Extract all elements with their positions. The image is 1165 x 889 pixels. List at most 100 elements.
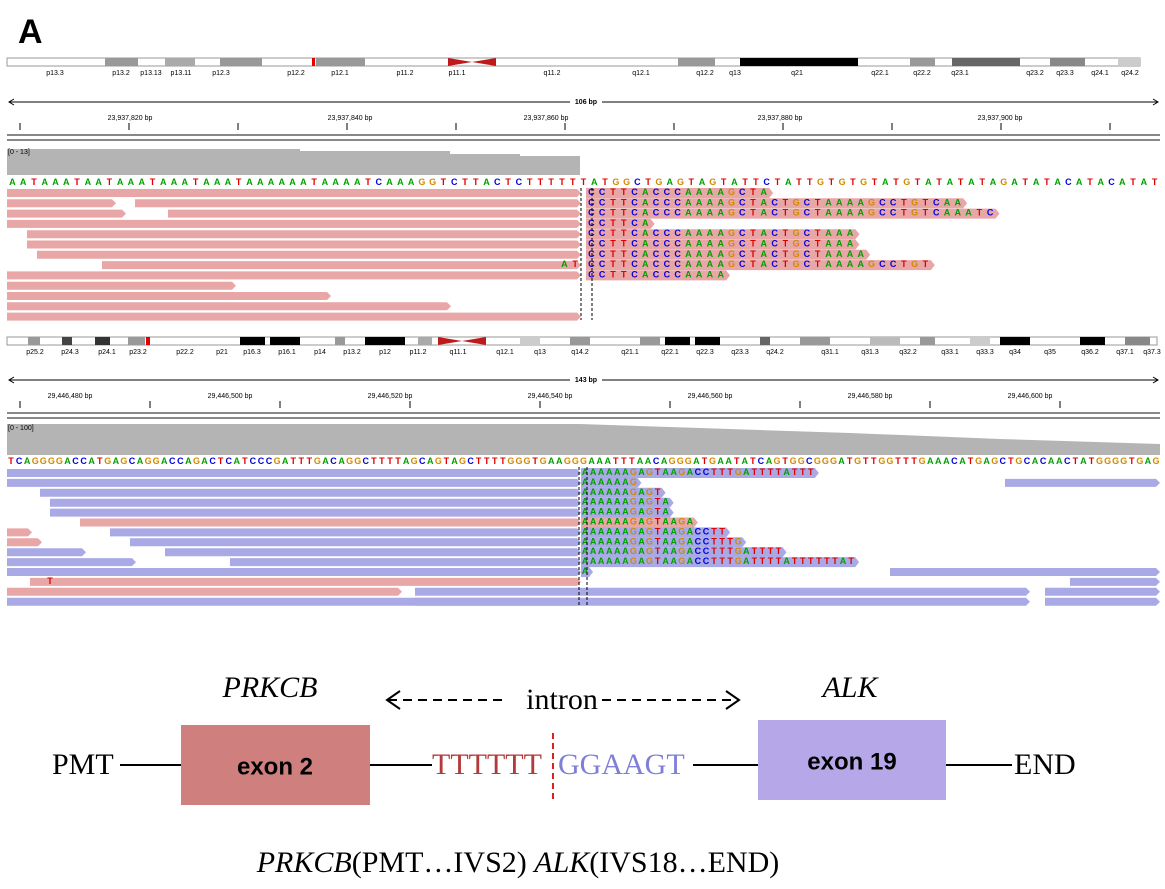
read xyxy=(7,478,581,487)
base: G xyxy=(669,456,676,466)
base: A xyxy=(825,229,832,239)
base: A xyxy=(590,537,597,547)
base: T xyxy=(923,259,929,269)
base: A xyxy=(606,497,613,507)
base: C xyxy=(739,239,746,249)
base: T xyxy=(444,456,450,466)
base: G xyxy=(646,497,653,507)
exon-label: exon 2 xyxy=(237,753,313,780)
read xyxy=(7,292,331,300)
base-sequence: A xyxy=(582,566,589,576)
base: G xyxy=(540,456,547,466)
cytoband-label: p24.1 xyxy=(98,349,116,356)
cytoband xyxy=(270,337,300,345)
cytoband-label: p23.2 xyxy=(129,349,147,356)
base: A xyxy=(1080,456,1087,466)
base: G xyxy=(868,208,875,218)
coverage-range: [0 - 100] xyxy=(8,425,34,432)
ruler-arrow xyxy=(8,376,15,384)
base: A xyxy=(606,467,613,477)
cytoband xyxy=(920,337,935,345)
base: T xyxy=(1129,456,1135,466)
base: T xyxy=(610,218,616,228)
base: A xyxy=(279,177,286,187)
base: C xyxy=(879,259,886,269)
base: A xyxy=(662,527,669,537)
base: T xyxy=(236,177,242,187)
base: A xyxy=(717,239,724,249)
base: T xyxy=(750,229,756,239)
base: A xyxy=(300,177,307,187)
base: C xyxy=(451,177,458,187)
base: G xyxy=(728,187,735,197)
read xyxy=(7,538,42,547)
base: A xyxy=(1119,177,1126,187)
base: C xyxy=(879,208,886,218)
base: A xyxy=(836,249,843,259)
base: A xyxy=(322,177,329,187)
base: A xyxy=(685,239,692,249)
junction-seq-right: GGAAGT xyxy=(558,748,685,781)
soft-clip-background xyxy=(581,487,666,498)
base: G xyxy=(459,456,466,466)
base: G xyxy=(709,456,716,466)
ruler-arrow xyxy=(8,98,15,106)
base: T xyxy=(783,229,789,239)
cytoband xyxy=(1080,337,1105,345)
cytoband xyxy=(570,337,590,345)
base: A xyxy=(606,507,613,517)
base: T xyxy=(500,456,506,466)
base: T xyxy=(689,177,695,187)
base: G xyxy=(524,456,531,466)
base: T xyxy=(750,208,756,218)
base: G xyxy=(677,177,684,187)
base: A xyxy=(638,507,645,517)
base: C xyxy=(653,239,660,249)
cytoband-label: q31.1 xyxy=(821,349,839,356)
base: A xyxy=(836,198,843,208)
base: T xyxy=(815,208,821,218)
base: A xyxy=(354,177,361,187)
read xyxy=(890,568,1160,576)
base: C xyxy=(771,208,778,218)
base: A xyxy=(642,208,649,218)
base: A xyxy=(590,487,597,497)
cytoband-label: q33.1 xyxy=(941,349,959,356)
cytoband-label: p11.1 xyxy=(449,70,466,77)
base: T xyxy=(742,177,748,187)
cytoband xyxy=(128,337,145,345)
base: T xyxy=(613,456,619,466)
base: A xyxy=(397,177,404,187)
base: A xyxy=(614,517,621,527)
base: A xyxy=(696,198,703,208)
base: T xyxy=(365,177,371,187)
base: T xyxy=(727,556,733,566)
base: C xyxy=(674,239,681,249)
cytoband-label: p14 xyxy=(314,349,326,356)
base: C xyxy=(631,270,638,280)
base: T xyxy=(1008,456,1014,466)
base: C xyxy=(703,467,710,477)
fusion-notation: PRKCB(PMT…IVS2) ALK(IVS18…END) xyxy=(256,846,780,879)
base: G xyxy=(646,556,653,566)
base: C xyxy=(664,249,671,259)
base: C xyxy=(703,556,710,566)
base: T xyxy=(815,229,821,239)
base: A xyxy=(332,177,339,187)
base: A xyxy=(685,249,692,259)
base: C xyxy=(804,239,811,249)
base: C xyxy=(739,249,746,259)
base: G xyxy=(630,497,637,507)
base: T xyxy=(1152,177,1158,187)
base: A xyxy=(322,456,329,466)
base: C xyxy=(177,456,184,466)
base: G xyxy=(580,456,587,466)
cytoband-label: q23.3 xyxy=(1056,70,1074,77)
base: A xyxy=(622,477,629,487)
base: G xyxy=(678,537,685,547)
base: A xyxy=(596,456,603,466)
coverage-range: [0 - 13] xyxy=(8,149,30,156)
base: A xyxy=(182,177,189,187)
base: G xyxy=(903,177,910,187)
base: A xyxy=(1032,456,1039,466)
